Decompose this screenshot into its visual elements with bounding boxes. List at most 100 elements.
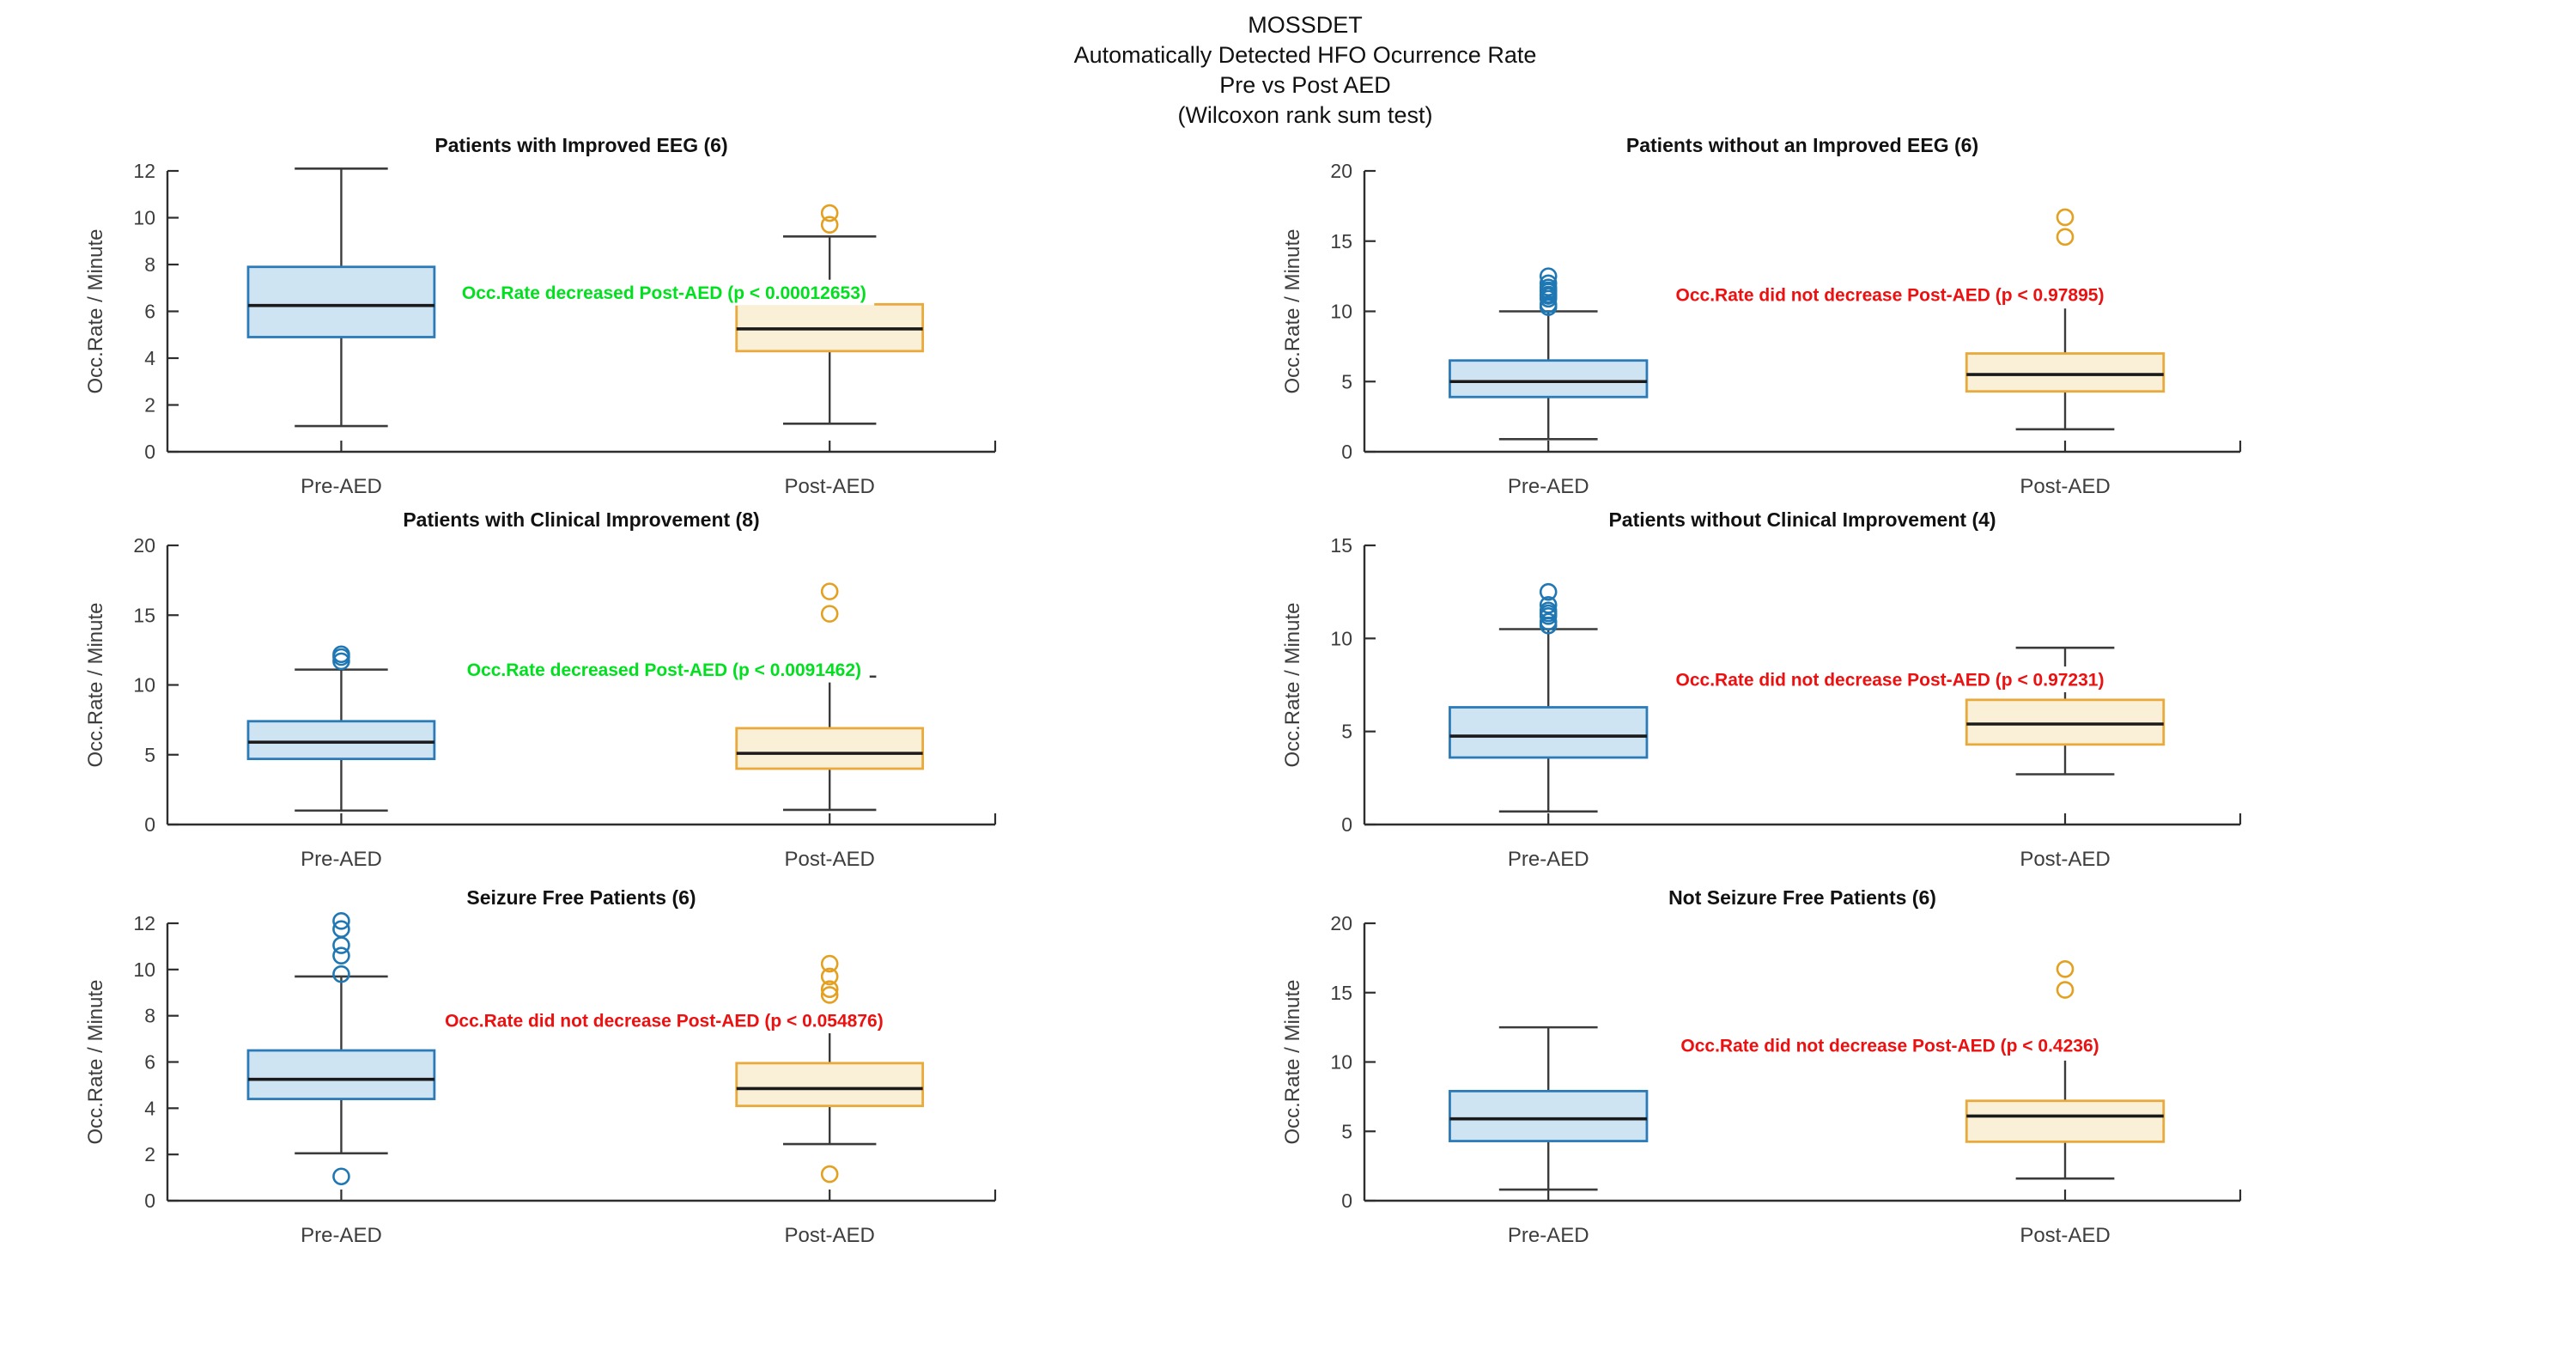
y-tick-label: 0 [1341,813,1352,836]
annotation-background [1661,281,2119,307]
x-category-label: Pre-AED [1508,475,1589,498]
outlier-point [332,1167,350,1186]
significance-annotation: Occ.Rate did not decrease Post-AED (p < … [445,1012,884,1032]
outlier-point [2056,981,2075,999]
x-category-label: Post-AED [2020,475,2110,498]
outlier-point [820,980,839,999]
outlier-point [1539,267,1558,285]
y-tick-label: 0 [1341,1190,1352,1212]
y-tick-label: 0 [144,441,155,463]
y-tick-label: 4 [144,347,155,369]
y-tick-label: 10 [133,207,155,229]
y-tick-label: 8 [144,253,155,276]
y-tick-label: 15 [1330,982,1352,1004]
outlier-point [1539,601,1558,620]
y-tick-label: 6 [144,301,155,323]
figure-title-line: (Wilcoxon rank sum test) [1177,102,1433,128]
significance-annotation: Occ.Rate did not decrease Post-AED (p < … [1680,1037,2099,1056]
y-tick-label: 12 [133,160,155,182]
y-tick-label: 5 [144,744,155,766]
y-tick-label: 15 [133,604,155,626]
outlier-point [1539,596,1558,614]
y-tick-label: 15 [1330,534,1352,557]
pre-box [1449,1090,1649,1142]
y-tick-label: 5 [1341,370,1352,393]
y-tick-label: 0 [1341,441,1352,463]
significance-annotation: Occ.Rate did not decrease Post-AED (p < … [1676,671,2105,691]
annotation-background [1661,666,2119,692]
annotation-background [430,1007,898,1034]
y-tick-label: 10 [133,958,155,981]
y-tick-label: 0 [144,813,155,836]
y-tick-label: 15 [1330,230,1352,253]
pre-box [1449,706,1649,759]
post-box [735,727,925,770]
pre-box [246,1049,436,1100]
post-box [1965,352,2166,393]
y-tick-label: 10 [1330,627,1352,649]
x-category-label: Post-AED [2020,848,2110,871]
y-axis-label: Occ.Rate / Minute [1281,602,1304,767]
subplot-title: Patients with Improved EEG (6) [434,134,727,156]
significance-annotation: Occ.Rate did not decrease Post-AED (p < … [1676,285,2105,305]
outlier-point [1539,295,1558,313]
post-box [735,1062,925,1108]
significance-annotation: Occ.Rate decreased Post-AED (p < 0.00914… [467,660,861,680]
annotation-background [1665,1032,2115,1059]
y-tick-label: 20 [133,534,155,557]
x-category-label: Post-AED [785,848,875,871]
y-tick-label: 5 [1341,721,1352,743]
outlier-point [820,582,839,600]
x-category-label: Pre-AED [301,1224,382,1247]
outlier-point [332,912,350,930]
x-category-label: Post-AED [2020,1224,2110,1247]
pre-box [246,265,436,338]
x-category-label: Pre-AED [301,475,382,498]
annotation-background [453,279,875,306]
outlier-point [1539,582,1558,601]
outlier-point [820,954,839,973]
y-tick-label: 10 [1330,1051,1352,1074]
outlier-point [332,946,350,965]
y-tick-label: 8 [144,1005,155,1027]
pre-box [246,720,436,761]
x-category-label: Pre-AED [1508,1224,1589,1247]
y-tick-label: 20 [1330,160,1352,182]
outlier-point [820,967,839,986]
outlier-point [2056,228,2075,246]
post-box [1965,698,2166,746]
y-tick-label: 6 [144,1051,155,1074]
x-category-label: Pre-AED [1508,848,1589,871]
figure-title: MOSSDET Automatically Detected HFO Ocurr… [0,10,2576,131]
outlier-point [820,605,839,623]
y-tick-label: 20 [1330,912,1352,934]
y-tick-label: 2 [144,394,155,417]
y-tick-label: 10 [1330,301,1352,323]
post-box [1965,1099,2166,1143]
subplot-title: Seizure Free Patients (6) [466,886,696,909]
annotation-background [459,656,870,683]
outlier-point [2056,208,2075,227]
subplot-title: Patients without an Improved EEG (6) [1626,134,1978,156]
outlier-point [332,920,350,939]
x-category-label: Pre-AED [301,848,382,871]
outlier-point [820,216,839,234]
figure-title-line: Automatically Detected HFO Ocurrence Rat… [1073,42,1537,68]
y-tick-label: 0 [144,1190,155,1212]
y-axis-label: Occ.Rate / Minute [84,602,107,767]
x-category-label: Post-AED [785,1224,875,1247]
y-axis-label: Occ.Rate / Minute [1281,979,1304,1144]
y-tick-label: 5 [1341,1120,1352,1142]
y-tick-label: 12 [133,912,155,934]
outlier-point [1539,274,1558,293]
outlier-point [332,936,350,954]
y-axis-label: Occ.Rate / Minute [84,228,107,393]
y-axis-label: Occ.Rate / Minute [1281,228,1304,393]
outlier-point [820,986,839,1004]
outlier-point [1539,612,1558,631]
figure-title-line: Pre vs Post AED [1219,72,1391,98]
outlier-point [820,204,839,222]
pre-box [1449,359,1649,399]
